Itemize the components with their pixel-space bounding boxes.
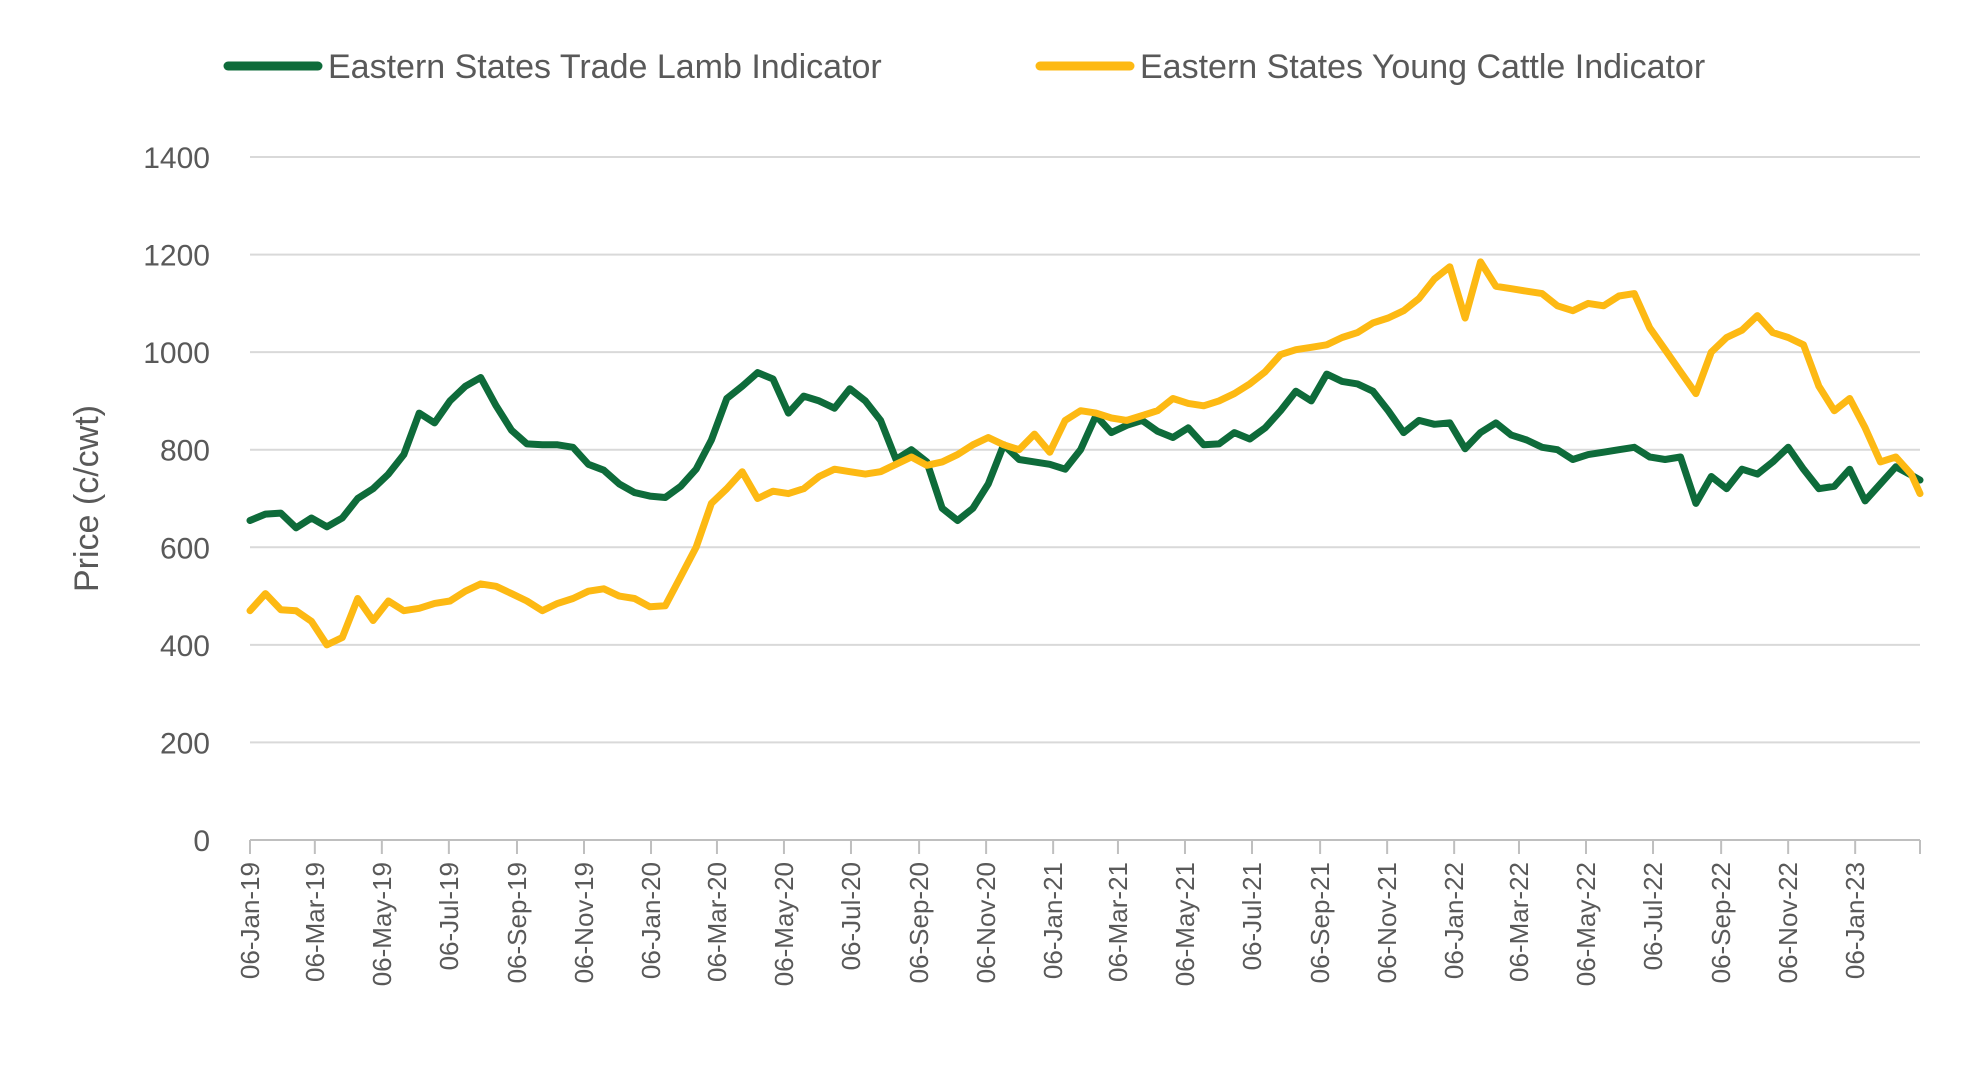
- y-tick-label-1200: 1200: [143, 240, 210, 273]
- x-tick-label-10: 06-Sep-20: [904, 862, 934, 983]
- series-line-1: [246, 258, 1924, 649]
- y-tick-label-400: 400: [160, 630, 210, 663]
- x-tick-label-22: 06-Sep-22: [1706, 862, 1736, 983]
- x-tick-label-23: 06-Nov-22: [1773, 862, 1803, 983]
- x-tick-label-12: 06-Jan-21: [1038, 862, 1068, 979]
- x-tick-label-7: 06-Mar-20: [702, 862, 732, 982]
- legend: Eastern States Trade Lamb Indicator Easte…: [223, 48, 1705, 86]
- x-tick-label-21: 06-Jul-22: [1638, 862, 1668, 970]
- x-tick-label-11: 06-Nov-20: [971, 862, 1001, 983]
- x-tick-label-18: 06-Jan-22: [1439, 862, 1469, 979]
- y-axis-tick-labels: 0 200 400 600 800 1000 1200 1400: [143, 142, 210, 858]
- gridlines: [250, 156, 1920, 744]
- x-tick-label-5: 06-Nov-19: [569, 862, 599, 983]
- y-tick-label-200: 200: [160, 727, 210, 760]
- x-tick-label-17: 06-Nov-21: [1372, 862, 1402, 983]
- y-tick-label-1400: 1400: [143, 142, 210, 175]
- y-tick-label-1000: 1000: [143, 337, 210, 370]
- x-axis: 06-Jan-19 06-Mar-19 06-May-19 06-Jul-19 06-S…: [235, 839, 1921, 986]
- x-tick-label-9: 06-Jul-20: [836, 862, 866, 970]
- series-lines: [246, 258, 1924, 649]
- legend-label-0: Eastern States Trade Lamb Indicator: [328, 48, 882, 86]
- x-tick-label-13: 06-Mar-21: [1103, 862, 1133, 982]
- x-tick-label-8: 06-May-20: [769, 862, 799, 986]
- x-tick-label-16: 06-Sep-21: [1305, 862, 1335, 983]
- x-tick-label-20: 06-May-22: [1571, 862, 1601, 986]
- y-tick-label-800: 800: [160, 435, 210, 468]
- x-tick-label-6: 06-Jan-20: [636, 862, 666, 979]
- x-tick-label-15: 06-Jul-21: [1237, 862, 1267, 970]
- series-line-0: [246, 369, 1924, 532]
- legend-label-1: Eastern States Young Cattle Indicator: [1140, 48, 1705, 86]
- x-tick-label-24: 06-Jan-23: [1840, 862, 1870, 979]
- x-tick-label-14: 06-May-21: [1170, 862, 1200, 986]
- x-tick-label-2: 06-May-19: [367, 862, 397, 986]
- x-tick-label-4: 06-Sep-19: [502, 862, 532, 983]
- y-axis-title: Price (c/cwt): [68, 405, 106, 592]
- x-tick-label-19: 06-Mar-22: [1504, 862, 1534, 982]
- x-tick-label-1: 06-Mar-19: [300, 862, 330, 982]
- x-tick-label-0: 06-Jan-19: [235, 862, 265, 979]
- y-tick-label-600: 600: [160, 532, 210, 565]
- y-tick-label-0: 0: [193, 825, 210, 858]
- x-tick-label-3: 06-Jul-19: [434, 862, 464, 970]
